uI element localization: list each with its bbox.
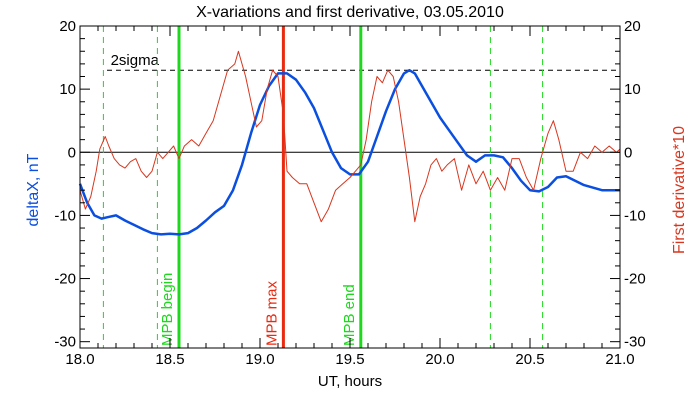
left-axis-label: deltaX, nT bbox=[25, 153, 42, 226]
y-tick-label-left-0: -30 bbox=[54, 334, 76, 351]
reference-lines: 2sigma bbox=[80, 52, 620, 153]
x-tick-label-5: 20.5 bbox=[515, 351, 544, 368]
y-tick-label-left-5: 20 bbox=[59, 18, 76, 35]
x-tick-label-4: 20.0 bbox=[425, 351, 454, 368]
x-tick-label-3: 19.5 bbox=[335, 351, 364, 368]
y-tick-label-right-1: -20 bbox=[624, 271, 646, 288]
series-0 bbox=[78, 68, 620, 236]
x-tick-label-6: 21.0 bbox=[605, 351, 634, 368]
chart-title: X-variations and first derivative, 03.05… bbox=[196, 4, 504, 21]
marker-labels: MPB begin MPB max MPB end bbox=[159, 273, 358, 346]
vertical-markers bbox=[102, 26, 544, 348]
y-tick-label-right-5: 20 bbox=[624, 18, 641, 35]
y-tick-label-right-0: -30 bbox=[624, 334, 646, 351]
series-group bbox=[78, 50, 621, 236]
x-tick-label-1: 18.5 bbox=[155, 351, 184, 368]
marker-label-0: MPB begin bbox=[159, 273, 176, 346]
y-tick-label-right-4: 10 bbox=[624, 81, 641, 98]
right-axis-label: First derivative*10 bbox=[671, 126, 688, 254]
x-tick-label-0: 18.0 bbox=[65, 351, 94, 368]
x-tick-label-2: 19.0 bbox=[245, 351, 274, 368]
y-tick-label-right-3: 0 bbox=[624, 144, 632, 161]
axes: 18.0 18.5 19.0 19.5 20.0 20.5 21.0-30 -30-20 -20… bbox=[54, 18, 645, 368]
marker-label-1: MPB max bbox=[263, 280, 280, 346]
y-tick-label-right-2: -10 bbox=[624, 207, 646, 224]
x-axis-label: UT, hours bbox=[318, 373, 382, 390]
y-tick-label-left-3: 0 bbox=[68, 144, 76, 161]
marker-label-2: MPB end bbox=[341, 284, 358, 346]
y-tick-label-left-1: -20 bbox=[54, 271, 76, 288]
series-1 bbox=[79, 50, 621, 223]
y-tick-label-left-4: 10 bbox=[59, 81, 76, 98]
two-sigma-label: 2sigma bbox=[111, 52, 160, 69]
y-tick-label-left-2: -10 bbox=[54, 207, 76, 224]
